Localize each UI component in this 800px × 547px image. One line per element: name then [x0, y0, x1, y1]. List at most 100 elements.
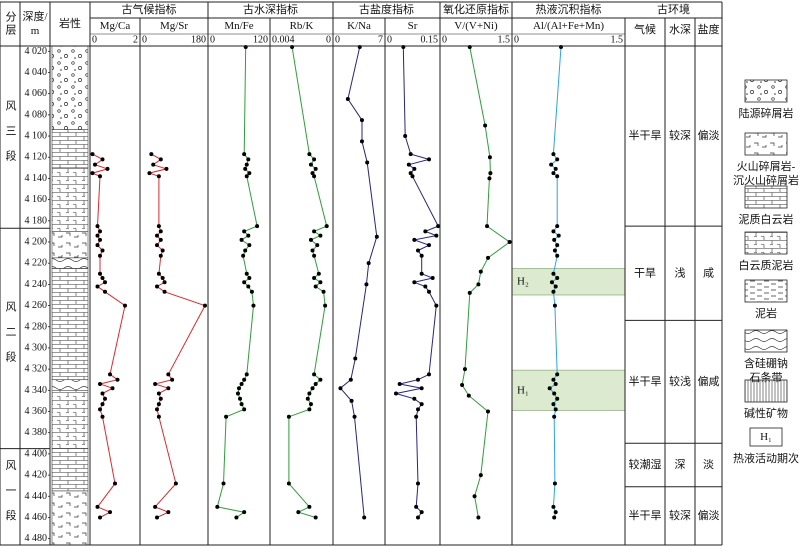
sample-point: [434, 303, 439, 308]
y-tick-label: 4 240: [25, 279, 48, 290]
sample-point: [423, 284, 428, 289]
sample-point: [412, 237, 417, 242]
env-cell: 深: [675, 458, 686, 471]
sample-point: [98, 271, 102, 276]
sample-point: [103, 289, 107, 294]
env-cell: 较深: [669, 128, 691, 142]
sample-point: [224, 414, 229, 419]
sample-point: [308, 162, 313, 167]
lithology-pattern: [52, 231, 88, 258]
sample-point: [147, 171, 152, 176]
sample-point: [552, 303, 557, 308]
sample-point: [486, 409, 490, 414]
y-tick-label: 4 200: [25, 236, 48, 247]
sample-point: [151, 162, 156, 167]
sample-point: [551, 402, 556, 407]
sample-point: [551, 271, 556, 276]
sample-point: [98, 407, 102, 412]
sample-point: [98, 237, 102, 242]
scale-label: 0: [514, 35, 519, 46]
scale-label: 1.5: [611, 35, 624, 46]
sample-point: [98, 174, 102, 179]
sample-point: [419, 402, 424, 407]
scale-label: 0: [442, 35, 447, 46]
sample-point: [410, 174, 415, 179]
sample-point: [552, 248, 557, 253]
sample-point: [414, 504, 419, 509]
curve: [147, 153, 206, 518]
env-cell: 较深: [669, 508, 691, 522]
sample-point: [246, 233, 251, 238]
sample-point: [553, 407, 558, 412]
sample-point: [296, 510, 301, 515]
sample-point: [98, 515, 102, 520]
sample-point: [555, 224, 560, 229]
sample-point: [307, 152, 312, 157]
sample-point: [364, 282, 369, 287]
stratum-label: 风一段: [4, 459, 17, 534]
sample-point: [243, 166, 248, 171]
env-cell: 浅: [675, 266, 686, 279]
sample-point: [427, 243, 431, 248]
sample-point: [312, 229, 317, 234]
sample-point: [221, 481, 226, 486]
curve: [339, 46, 378, 518]
sample-point: [312, 157, 317, 162]
lithology-pattern: [52, 490, 88, 545]
sample-point: [123, 303, 127, 308]
sample-point: [313, 166, 318, 171]
y-tick-label: 4 300: [25, 342, 48, 353]
y-tick-label: 4 220: [25, 258, 48, 269]
sample-point: [549, 162, 554, 167]
sample-point: [113, 481, 117, 486]
lithology-pattern: [52, 448, 88, 491]
sample-point: [247, 276, 252, 281]
sample-point: [156, 414, 161, 419]
sample-point: [362, 515, 367, 520]
group-title: 古气候指标: [122, 2, 177, 16]
env-cell: 偏咸: [698, 374, 720, 388]
sample-point: [555, 243, 560, 248]
legend-label: 碱性矿物: [744, 406, 788, 420]
sample-point: [242, 152, 247, 157]
sample-point: [100, 391, 105, 396]
sample-point: [549, 280, 554, 285]
sample-point: [552, 481, 557, 486]
y-tick-label: 4 420: [25, 470, 48, 481]
sample-point: [460, 383, 465, 388]
sample-point: [115, 377, 120, 382]
sample-point: [478, 269, 483, 274]
sample-point: [108, 510, 112, 515]
lithology-pattern: [52, 268, 88, 380]
sample-point: [238, 396, 243, 401]
sample-point: [427, 289, 431, 294]
sample-point: [237, 386, 241, 391]
sample-point: [162, 280, 167, 285]
sample-point: [103, 280, 107, 285]
sample-point: [105, 166, 110, 171]
sample-point: [552, 237, 557, 242]
sample-point: [374, 234, 379, 239]
sample-point: [427, 372, 431, 377]
sample-point: [476, 282, 481, 287]
sample-point: [436, 224, 441, 229]
sample-point: [158, 157, 163, 162]
group-title: 氧化还原指标: [443, 2, 509, 16]
sample-point: [487, 155, 492, 160]
env-cell: 半干旱: [629, 508, 662, 522]
sample-point: [247, 243, 252, 248]
sample-point: [412, 396, 417, 401]
sample-point: [155, 233, 159, 238]
sample-point: [412, 280, 417, 285]
sample-point: [239, 237, 244, 242]
sample-point: [312, 174, 317, 179]
sample-point: [353, 356, 358, 361]
sample-point: [162, 289, 167, 294]
sample-point: [423, 229, 428, 234]
sample-point: [244, 271, 249, 276]
y-tick-label: 4 320: [25, 364, 48, 375]
sample-point: [100, 402, 105, 407]
hydrothermal-zone: [511, 369, 626, 411]
sample-point: [553, 166, 558, 171]
